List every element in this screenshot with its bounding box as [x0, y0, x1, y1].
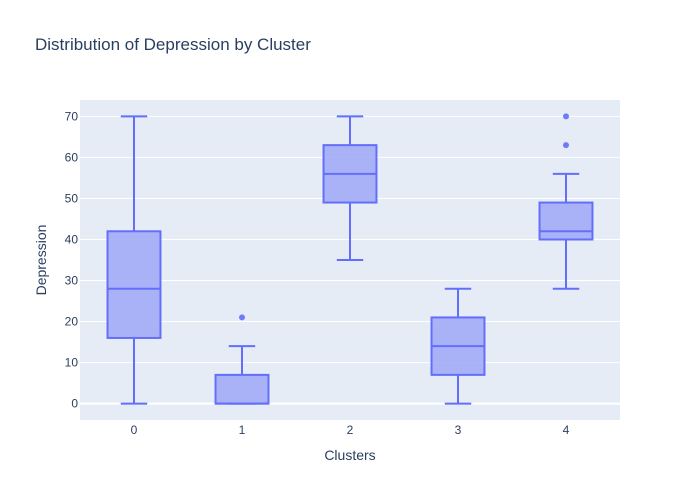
- y-tick-10: 10: [65, 356, 79, 370]
- x-tick-4: 4: [563, 423, 570, 437]
- y-tick-60: 60: [65, 150, 79, 164]
- box-cluster-2: [322, 115, 378, 261]
- outlier-point: [239, 314, 245, 321]
- iqr-box: [106, 230, 162, 339]
- chart-title: Distribution of Depression by Cluster: [35, 35, 311, 54]
- x-axis-label: Clusters: [324, 447, 375, 463]
- y-tick-labels: 0 10 20 30 40 50 60 70: [65, 109, 79, 410]
- y-tick-20: 20: [65, 315, 79, 329]
- y-tick-50: 50: [65, 191, 79, 205]
- x-tick-0: 0: [131, 423, 138, 437]
- y-tick-30: 30: [65, 274, 79, 288]
- box-cluster-4: [538, 113, 594, 290]
- boxes: [106, 113, 594, 405]
- outlier-point: [563, 142, 569, 149]
- x-tick-3: 3: [455, 423, 462, 437]
- box-cluster-3: [430, 287, 486, 405]
- box-cluster-1: [214, 314, 270, 405]
- x-tick-2: 2: [347, 423, 354, 437]
- x-tick-1: 1: [239, 423, 246, 437]
- y-tick-0: 0: [71, 397, 78, 411]
- iqr-box: [214, 373, 270, 405]
- y-tick-40: 40: [65, 232, 79, 246]
- box-cluster-0: [106, 115, 162, 405]
- y-axis-label: Depression: [33, 225, 49, 296]
- outlier-point: [563, 113, 569, 120]
- y-tick-70: 70: [65, 109, 79, 123]
- iqr-box: [538, 201, 594, 241]
- x-tick-labels: 0 1 2 3 4: [131, 423, 570, 437]
